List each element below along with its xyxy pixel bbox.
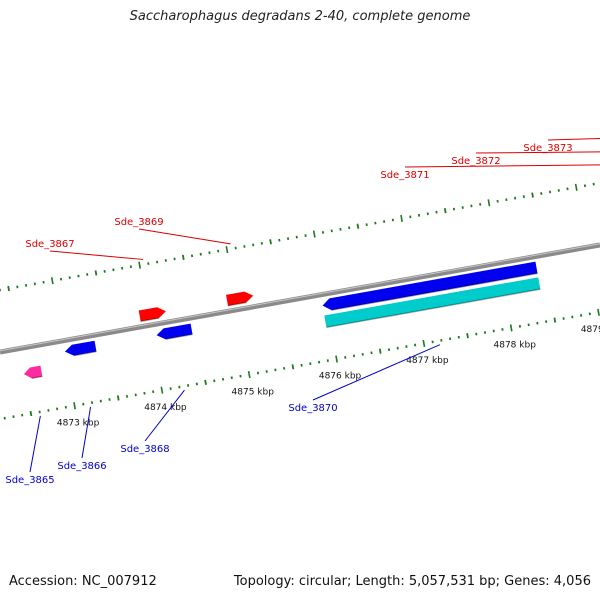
reverse-gene-label: Sde_3865 bbox=[5, 475, 54, 486]
tick-upper-minor bbox=[356, 223, 360, 229]
kbp-label: 4874 kbp bbox=[144, 403, 187, 413]
kbp-label: 4879 kbp bbox=[581, 325, 600, 335]
tick-upper-minor bbox=[181, 254, 185, 260]
reverse-cds-shape bbox=[324, 277, 541, 328]
forward-gene-label-leader bbox=[475, 151, 600, 154]
tick-upper-minor bbox=[7, 285, 10, 292]
forward-gene-label-leader bbox=[547, 138, 600, 141]
forward-gene-shape bbox=[138, 307, 166, 322]
forward-gene-shadow bbox=[140, 317, 160, 323]
tick-lower-major bbox=[73, 402, 76, 410]
reverse-gene-label-leader bbox=[29, 415, 41, 473]
tick-upper-minor bbox=[94, 270, 98, 276]
tick-upper-minor bbox=[531, 192, 534, 198]
reverse-gene-label-leader bbox=[312, 344, 441, 401]
tick-lower-minor bbox=[378, 348, 382, 354]
kbp-label: 4876 kbp bbox=[319, 372, 362, 382]
reverse-gene-label: Sde_3870 bbox=[288, 403, 337, 414]
tick-lower-minor bbox=[204, 379, 207, 385]
tick-lower-minor bbox=[116, 395, 120, 401]
tick-upper-major bbox=[400, 214, 403, 223]
tick-upper-major bbox=[138, 261, 142, 269]
reverse-cds-shadow bbox=[326, 288, 541, 329]
reverse-gene-label: Sde_3868 bbox=[120, 444, 169, 455]
reverse-gene-shape bbox=[156, 323, 193, 340]
tick-lower-major bbox=[597, 308, 600, 316]
label-layer: 4873 kbp 4874 kbp 4875 kbp 4876 kbp 4877 kbp… bbox=[5, 138, 600, 486]
tick-lower-major bbox=[247, 371, 251, 379]
reverse-gene-shape bbox=[64, 340, 97, 356]
tick-lower-major bbox=[422, 339, 426, 348]
other-feature-shape bbox=[23, 365, 43, 379]
backbone-layer bbox=[0, 242, 600, 355]
other-feature bbox=[23, 365, 43, 380]
accession-label: Accession: NC_007912 bbox=[9, 574, 157, 589]
kbp-label: 4875 kbp bbox=[232, 387, 275, 397]
reverse-gene-shadow bbox=[73, 350, 97, 357]
reverse-gene bbox=[156, 323, 193, 340]
reverse-gene bbox=[64, 340, 97, 357]
topology-label: Topology: circular; Length: 5,057,531 bp… bbox=[233, 574, 591, 589]
tick-lower-major bbox=[335, 355, 338, 363]
reverse-gene-label-leader bbox=[81, 406, 92, 459]
tick-upper-major bbox=[487, 199, 491, 207]
reverse-gene-shadow bbox=[331, 272, 538, 311]
kbp-label: 4878 kbp bbox=[494, 341, 537, 351]
forward-gene bbox=[226, 291, 254, 307]
tick-upper-minor bbox=[269, 239, 272, 245]
forward-gene-label-leader bbox=[138, 228, 231, 245]
other-feature-shadow bbox=[31, 375, 43, 380]
tick-lower-minor bbox=[29, 410, 33, 417]
reverse-gene-shape bbox=[322, 261, 538, 311]
forward-gene-label: Sde_3869 bbox=[114, 217, 163, 228]
kbp-label: 4877 kbp bbox=[406, 356, 449, 366]
reverse-gene-shadow bbox=[165, 333, 193, 340]
forward-gene-shape bbox=[226, 291, 254, 306]
feature-layer bbox=[23, 261, 541, 380]
backbone-highlight bbox=[0, 243, 600, 352]
reverse-gene bbox=[322, 261, 538, 311]
forward-gene-label: Sde_3873 bbox=[523, 143, 572, 154]
forward-gene-label-leader bbox=[404, 164, 600, 168]
kbp-label: 4873 kbp bbox=[57, 418, 100, 428]
forward-gene-label: Sde_3872 bbox=[451, 156, 500, 167]
tick-layer bbox=[0, 182, 600, 420]
reverse-gene-label: Sde_3866 bbox=[57, 461, 106, 472]
tick-lower-minor bbox=[553, 317, 557, 323]
forward-gene bbox=[138, 307, 166, 323]
reverse-cds bbox=[324, 277, 541, 329]
tick-lower-major bbox=[509, 324, 513, 332]
backbone-line bbox=[0, 242, 600, 355]
tick-upper-major bbox=[574, 183, 578, 191]
reverse-gene-label-leader bbox=[144, 389, 185, 442]
forward-gene-label: Sde_3867 bbox=[25, 239, 74, 250]
tick-upper-major bbox=[312, 230, 316, 238]
forward-gene-shadow bbox=[227, 301, 247, 307]
forward-gene-label: Sde_3871 bbox=[380, 170, 429, 181]
tick-upper-major bbox=[50, 277, 54, 285]
tick-lower-minor bbox=[291, 364, 295, 370]
tick-upper-minor bbox=[443, 208, 447, 214]
forward-gene-label-leader bbox=[49, 250, 144, 260]
tick-upper-major bbox=[225, 245, 229, 254]
tick-lower-major bbox=[160, 386, 164, 394]
tick-lower-minor bbox=[466, 333, 469, 339]
page-title: Saccharophagus degradans 2-40, complete … bbox=[129, 9, 471, 24]
